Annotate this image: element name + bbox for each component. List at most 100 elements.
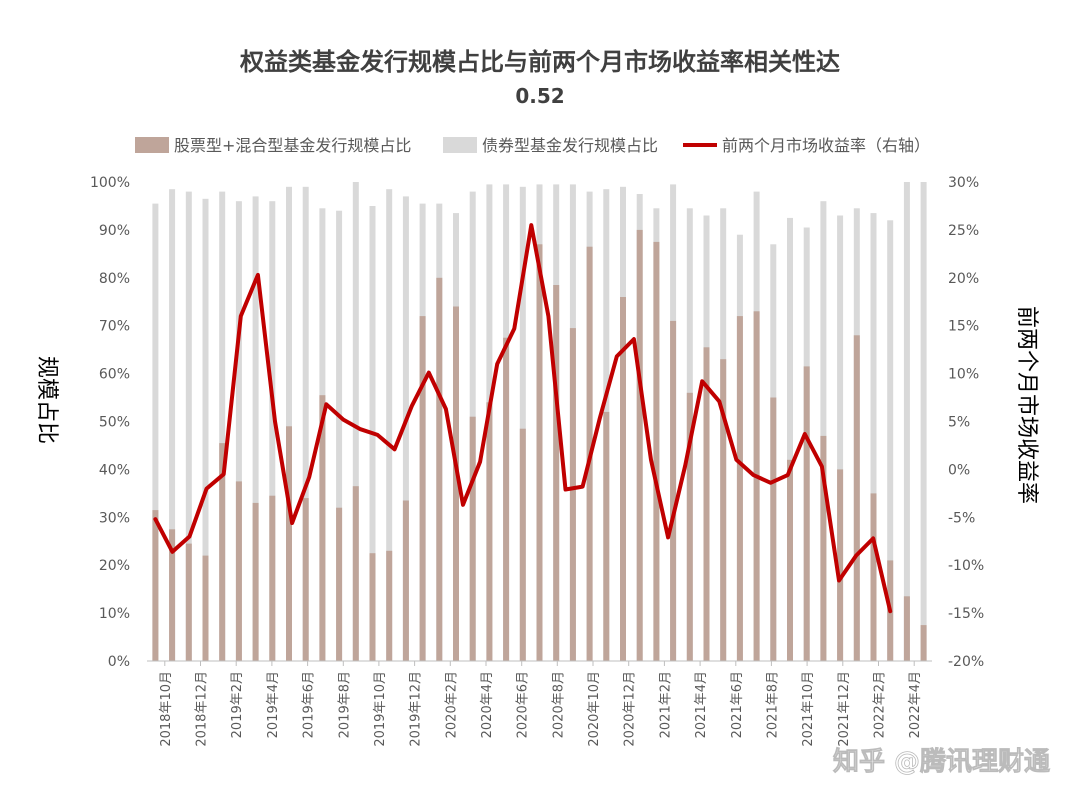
- equity-bar-42: [837, 469, 844, 661]
- return-point-9: [290, 521, 294, 525]
- chart-subtitle: 0.52: [515, 84, 565, 108]
- right-tick-label: 0%: [948, 462, 970, 478]
- legend-label-bond: 债券型基金发行规模占比: [482, 136, 658, 155]
- return-point-14: [376, 433, 379, 437]
- x-tick-label: 2020年10月: [587, 671, 602, 747]
- right-tick-label: 10%: [948, 367, 979, 383]
- left-tick-label: 100%: [90, 175, 130, 191]
- x-tick-label: 2019年6月: [302, 671, 317, 738]
- return-point-7: [256, 273, 260, 277]
- return-point-27: [598, 417, 602, 421]
- equity-bar-18: [436, 277, 443, 661]
- equity-bar-17: [419, 316, 426, 661]
- bond-bar-7: [252, 196, 259, 661]
- x-tick-label: 2020年4月: [480, 671, 495, 738]
- equity-bar-20: [469, 416, 476, 661]
- bond-bar-6: [235, 201, 242, 661]
- equity-bar-4: [202, 555, 209, 661]
- right-tick-label: -5%: [948, 510, 975, 526]
- equity-bar-44: [870, 493, 877, 661]
- return-point-15: [393, 447, 397, 451]
- return-point-24: [546, 314, 550, 318]
- bond-bar-13: [352, 182, 359, 661]
- bond-bar-3: [185, 191, 192, 661]
- x-tick-label: 2022年2月: [873, 671, 888, 738]
- right-tick-label: -15%: [948, 606, 984, 622]
- bond-bar-39: [787, 217, 793, 661]
- bond-bar-12: [336, 210, 343, 661]
- chart-title: 权益类基金发行规模占比与前两个月市场收益率相关性达: [240, 48, 840, 76]
- right-tick-label: 25%: [948, 223, 979, 239]
- x-tick-label: 2021年6月: [730, 671, 745, 738]
- return-point-38: [786, 473, 790, 477]
- equity-bar-37: [753, 311, 760, 661]
- left-axis-ticks: 0% 10% 20% 30% 40% 50% 60% 70% 80% 90% 100%: [90, 175, 130, 670]
- right-tick-label: -10%: [948, 558, 984, 574]
- equity-bar-3: [185, 543, 192, 661]
- equity-bar-9: [286, 426, 292, 661]
- left-tick-label: 10%: [99, 606, 130, 622]
- equity-bar-31: [653, 241, 660, 661]
- legend: 股票型+混合型基金发行规模占比 债券型基金发行规模占比 前两个月市场收益率（右轴…: [135, 136, 930, 155]
- return-point-35: [734, 458, 738, 462]
- return-point-29: [632, 337, 636, 341]
- bond-bar-4: [202, 198, 209, 662]
- bond-bar-10: [302, 186, 309, 662]
- legend-label-return: 前两个月市场收益率（右轴）: [722, 136, 930, 155]
- legend-swatch-equity: [135, 137, 169, 153]
- bond-bar-8: [269, 201, 276, 661]
- return-point-13: [358, 427, 362, 431]
- return-point-2: [170, 550, 174, 554]
- return-point-41: [837, 579, 841, 582]
- left-tick-label: 60%: [99, 367, 130, 383]
- equity-bar-24: [536, 244, 543, 662]
- bond-bar-2: [169, 189, 176, 661]
- left-tick-label: 0%: [108, 654, 130, 670]
- left-tick-label: 40%: [99, 462, 130, 478]
- x-tick-label: 2019年4月: [266, 671, 281, 738]
- equity-bar-29: [620, 297, 626, 661]
- x-tick-label: 2018年10月: [159, 671, 174, 747]
- bond-bar-42: [837, 215, 844, 661]
- equity-bars: [152, 229, 927, 662]
- x-tick-label: 2021年4月: [694, 671, 709, 738]
- left-tick-label: 80%: [99, 271, 130, 287]
- x-tick-label: 2019年12月: [409, 671, 424, 747]
- equity-bar-40: [803, 366, 810, 661]
- equity-bar-8: [269, 495, 276, 661]
- return-point-19: [461, 503, 465, 507]
- return-point-34: [717, 399, 721, 403]
- return-point-8: [273, 420, 277, 423]
- equity-bar-12: [336, 507, 343, 661]
- return-point-40: [820, 465, 824, 468]
- bond-bar-46: [903, 182, 910, 661]
- equity-bar-6: [235, 481, 242, 661]
- equity-bar-33: [686, 392, 693, 661]
- x-tick-label: 2020年6月: [516, 671, 531, 738]
- right-tick-label: 5%: [948, 415, 970, 431]
- equity-bar-2: [169, 529, 176, 661]
- return-point-30: [649, 458, 653, 462]
- return-point-10: [307, 475, 311, 479]
- return-point-25: [564, 488, 567, 491]
- right-tick-label: -20%: [948, 654, 984, 670]
- return-point-22: [512, 327, 516, 331]
- return-point-6: [239, 314, 243, 318]
- x-tick-label: 2021年10月: [801, 671, 816, 747]
- equity-bar-34: [703, 347, 710, 661]
- x-tick-label: 2019年8月: [337, 671, 352, 738]
- equity-bar-30: [636, 229, 643, 661]
- return-point-18: [444, 407, 448, 411]
- equity-bar-26: [569, 328, 576, 661]
- equity-bar-13: [352, 486, 359, 661]
- return-point-16: [410, 404, 414, 408]
- x-tick-label: 2022年4月: [908, 671, 923, 738]
- x-tick-label: 2019年10月: [373, 671, 388, 747]
- x-tick-label: 2021年2月: [658, 671, 673, 738]
- x-tick-label: 2021年12月: [837, 671, 852, 747]
- bond-bar-47: [920, 182, 927, 661]
- equity-bar-41: [820, 435, 827, 661]
- equity-bar-35: [720, 359, 727, 661]
- legend-swatch-bond: [443, 137, 477, 153]
- right-tick-label: 15%: [948, 319, 979, 335]
